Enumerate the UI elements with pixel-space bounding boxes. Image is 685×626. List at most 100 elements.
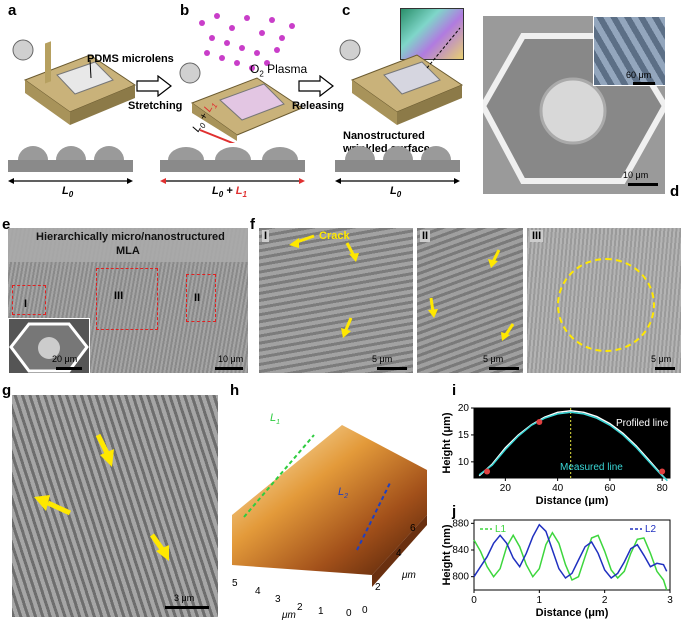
x-tick-label: 0 — [471, 595, 477, 606]
panel-label-j: j — [452, 503, 457, 520]
stretcher-device-a — [12, 39, 137, 125]
o2-plasma-label: O2 Plasma — [250, 62, 308, 79]
x-tick-label: 60 — [604, 483, 616, 494]
releasing-label: Releasing — [292, 100, 344, 112]
device-side — [192, 103, 237, 141]
x-tick-label: 20 — [500, 483, 512, 494]
arrow-head — [156, 545, 169, 561]
sem-image-e: Hierarchically micro/nanostructured MLA … — [8, 228, 248, 373]
stretcher-device-b — [179, 13, 304, 143]
series-line-measured-line — [478, 411, 668, 482]
pdms-film-stretched — [219, 83, 285, 121]
afm-3d-h — [232, 425, 427, 587]
crack-arrows-f1 — [289, 234, 359, 338]
device-front — [70, 85, 135, 125]
arrow-head — [160, 178, 166, 184]
panel-label-g: g — [2, 382, 12, 399]
arrow-releasing — [298, 75, 334, 97]
panel-label-f: f — [250, 216, 255, 233]
panel-label-b: b — [180, 2, 190, 19]
photo-inset-c — [400, 8, 464, 60]
lens — [56, 146, 86, 160]
scalebar-main-e — [215, 367, 243, 370]
title-e-line1: Hierarchically micro/nanostructured — [36, 231, 225, 243]
series-line-l2 — [473, 523, 668, 580]
y-axis-label: Height (nm) — [441, 524, 453, 585]
scale-g: 3 μm — [174, 593, 195, 603]
substrate — [335, 160, 460, 172]
length-label-b: L0 + L1 — [212, 185, 247, 200]
scale-inset-d: 60 μm — [626, 70, 652, 80]
arrow-head — [127, 178, 133, 184]
x-tick-label: 40 — [552, 483, 564, 494]
arrow-head — [341, 328, 351, 338]
x-tick-h: 3 — [275, 594, 281, 605]
arrow-yellow — [95, 433, 110, 455]
arrow-yellow — [149, 533, 165, 551]
device-side — [25, 80, 70, 125]
plot-area — [473, 407, 671, 479]
microlens-top — [539, 77, 607, 145]
arrow-head — [34, 495, 50, 511]
lens — [168, 147, 204, 160]
region-label-2: II — [194, 292, 201, 304]
arrow-head — [335, 178, 341, 184]
arrow-head — [299, 178, 305, 184]
x-tick-h: 5 — [232, 578, 238, 589]
sem-image-g: 3 μm — [12, 395, 218, 617]
y-unit-h: μm — [402, 570, 416, 581]
sem-inset-e — [8, 318, 90, 373]
red-arrow — [199, 129, 236, 143]
x-tick-h: 2 — [297, 602, 303, 613]
arrow-head — [289, 238, 299, 248]
sub-label-f3: III — [530, 230, 544, 242]
screw-knob — [179, 62, 201, 84]
scale-inset-e: 20 μm — [52, 354, 78, 364]
scalebar-f1 — [377, 367, 407, 370]
arrow-head — [100, 449, 114, 467]
chart-j: 0 1 2 3 800 840 880 Distance (μm) Height (nm) L1 L… — [441, 518, 673, 619]
measured-line-label: Measured line — [560, 462, 623, 473]
scalebar-inset-d — [633, 82, 655, 85]
region-box-2 — [186, 274, 216, 322]
x-axis-label: Distance (μm) — [536, 607, 609, 619]
y-tick-label: 10 — [458, 457, 470, 468]
panel-label-a: a — [8, 2, 17, 19]
arrow-head — [454, 178, 460, 184]
y-tick-label: 800 — [452, 572, 469, 583]
scalebar-inset-e — [56, 367, 82, 370]
lens — [383, 146, 413, 160]
stretching-label: Stretching — [128, 100, 183, 112]
series-line-l1 — [473, 531, 668, 591]
arrow-head — [501, 332, 510, 341]
x-tick-h: 4 — [255, 586, 261, 597]
x-tick-label: 3 — [667, 595, 673, 606]
sem-image-f2: II 5 μm — [417, 228, 523, 373]
panel-label-h: h — [230, 382, 240, 399]
sub-label-f2: II — [420, 230, 431, 242]
marker-point — [484, 468, 491, 475]
panel-label-i: i — [452, 382, 457, 399]
arrow-yellow — [46, 500, 72, 516]
arrow-head — [428, 309, 438, 318]
substrate — [8, 160, 133, 172]
region-label-1: I — [24, 298, 28, 310]
region-label-3: III — [114, 290, 124, 302]
lens — [18, 146, 48, 160]
x-tick-h: 0 — [346, 608, 352, 619]
crack-label: Crack — [319, 230, 350, 242]
arrow-head — [8, 178, 14, 184]
microlens-cross-section-a — [8, 146, 133, 184]
x-tick-h: 1 — [318, 606, 324, 617]
lens — [421, 146, 451, 160]
y-tick-h: 2 — [375, 582, 381, 593]
dashed-circle — [557, 258, 655, 352]
region-box-1 — [12, 285, 46, 315]
chart-i: 20 40 60 80 10 15 20 Distance (μm) Height (μm) — [441, 403, 671, 506]
y-tick-label: 840 — [452, 545, 469, 556]
y-tick-label: 15 — [458, 430, 470, 441]
y-tick-h: 6 — [410, 523, 416, 534]
panel-label-e: e — [2, 216, 11, 233]
scalebar-g — [165, 606, 209, 609]
